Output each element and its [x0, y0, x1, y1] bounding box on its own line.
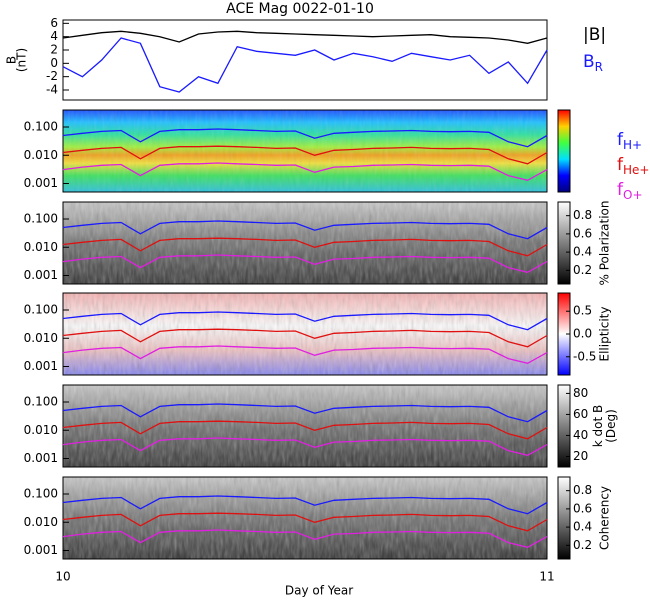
- colorbar-tick-label: 20: [573, 449, 588, 463]
- plot-frame: [62, 19, 548, 101]
- legend-label: fHe+: [617, 155, 649, 177]
- x-tick-label: 11: [539, 570, 554, 584]
- legend-label: fO+: [617, 180, 643, 202]
- data-line: [62, 512, 548, 532]
- data-line: [62, 30, 548, 44]
- data-line: [62, 345, 548, 364]
- y-tick-label: 0.100: [24, 395, 58, 409]
- colorbar-tick-label: 60: [573, 407, 588, 421]
- colorbar-tick-label: 0.0: [573, 327, 592, 341]
- legend-name: f: [617, 180, 624, 200]
- colorbar-label: Coherency: [598, 486, 612, 550]
- y-tick-label: 0: [50, 56, 58, 70]
- y-tick-label: 2: [50, 43, 58, 57]
- colorbar: [557, 384, 571, 468]
- colorbar-label: % Polarization: [598, 201, 612, 286]
- plot-frame: [62, 476, 548, 560]
- legend-name: f: [617, 155, 624, 175]
- y-tick-label: 0.010: [24, 148, 58, 162]
- colorbar-label: Ellipticity: [598, 307, 612, 362]
- y-axis-label: B: [5, 56, 19, 64]
- y-tick-label: 0.010: [24, 331, 58, 345]
- y-axis-label: (nT): [15, 48, 29, 72]
- colorbar-tick-label: 0.6: [573, 501, 592, 515]
- y-tick-label: 0.100: [24, 303, 58, 317]
- data-line: [62, 311, 548, 331]
- data-line: [62, 495, 548, 515]
- legend-subscript: R: [595, 60, 603, 74]
- plot-frame: [62, 384, 548, 468]
- colorbar: [557, 109, 571, 193]
- data-line: [62, 220, 548, 240]
- y-tick-label: 0.010: [24, 423, 58, 437]
- plot-frame: [62, 109, 548, 193]
- plot-frame: [62, 292, 548, 376]
- colorbar-tick-label: 0.5: [573, 304, 592, 318]
- y-tick-label: -2: [46, 69, 58, 83]
- colorbar-tick-label: 0.8: [573, 483, 592, 497]
- legend-label: |B|: [583, 25, 606, 45]
- y-tick-label: 0.001: [24, 451, 58, 465]
- colorbar-tick-label: 80: [573, 386, 588, 400]
- colorbar-tick-label: 0.8: [573, 208, 592, 222]
- x-tick-label: 10: [55, 570, 70, 584]
- data-line: [62, 529, 548, 548]
- legend-name: |B|: [583, 25, 606, 45]
- data-line: [62, 145, 548, 165]
- legend-subscript: He+: [623, 163, 649, 177]
- data-line: [62, 328, 548, 348]
- data-line: [62, 128, 548, 148]
- y-tick-label: -4: [46, 83, 58, 97]
- y-tick-label: 0.100: [24, 212, 58, 226]
- y-tick-label: 0.001: [24, 176, 58, 190]
- data-line: [62, 420, 548, 440]
- colorbar: [557, 201, 571, 285]
- legend-name: f: [617, 130, 624, 150]
- data-line: [62, 403, 548, 423]
- y-tick-label: 0.010: [24, 240, 58, 254]
- colorbar: [557, 476, 571, 560]
- data-line: [62, 254, 548, 273]
- plot-frame: [62, 201, 548, 285]
- colorbar-tick-label: 0.4: [573, 245, 592, 259]
- legend-name: B: [583, 52, 595, 72]
- legend-subscript: H+: [623, 138, 642, 152]
- y-tick-label: 0.001: [24, 268, 58, 282]
- y-tick-label: 0.100: [24, 487, 58, 501]
- data-line: [62, 37, 548, 93]
- legend-label: BR: [583, 52, 603, 74]
- y-tick-label: 6: [50, 16, 58, 30]
- legend-label: fH+: [617, 130, 642, 152]
- y-tick-label: 4: [50, 29, 58, 43]
- data-line: [62, 162, 548, 181]
- colorbar-tick-label: 0.2: [573, 538, 592, 552]
- x-axis-label: Day of Year: [285, 584, 353, 598]
- colorbar-label: k dot B: [591, 405, 605, 447]
- legend-subscript: O+: [623, 188, 643, 202]
- colorbar-tick-label: 0.4: [573, 520, 592, 534]
- chart-title: ACE Mag 0022-01-10: [226, 1, 374, 17]
- y-tick-label: 0.001: [24, 359, 58, 373]
- y-tick-label: 0.001: [24, 543, 58, 557]
- data-line: [62, 237, 548, 257]
- colorbar-tick-label: 0.6: [573, 226, 592, 240]
- data-line: [62, 437, 548, 456]
- colorbar-tick-label: 40: [573, 428, 588, 442]
- colorbar-label: (Deg): [604, 409, 618, 443]
- colorbar-tick-label: 0.2: [573, 263, 592, 277]
- y-tick-label: 0.100: [24, 120, 58, 134]
- y-tick-label: 0.010: [24, 515, 58, 529]
- colorbar-tick-label: -0.5: [573, 349, 596, 363]
